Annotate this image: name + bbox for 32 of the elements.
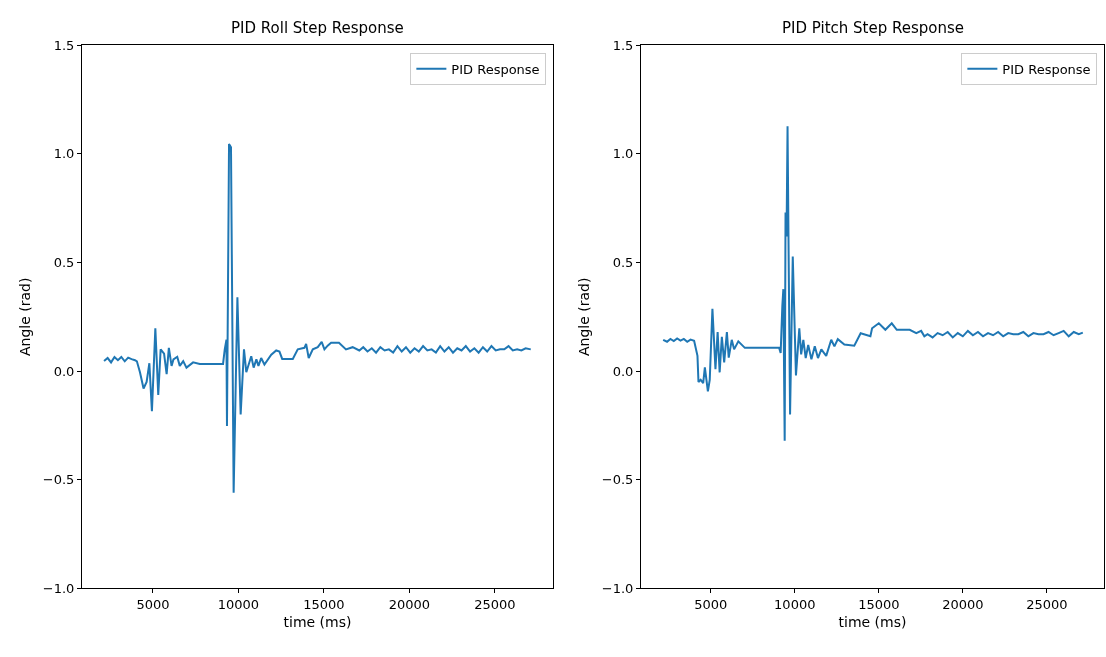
y-tick-label: 0.5 (612, 254, 634, 270)
x-tick-label: 20000 (942, 597, 984, 613)
line-series (103, 142, 532, 494)
y-tick-label: −0.5 (601, 472, 634, 488)
x-tick-label: 20000 (388, 597, 431, 613)
chart-title: PID Roll Step Response (231, 19, 404, 37)
x-tick-label: 15000 (303, 597, 345, 613)
y-tick-label: 1.5 (612, 37, 634, 53)
y-tick-label: 1.0 (53, 146, 75, 162)
x-tick-label: 25000 (1026, 597, 1068, 613)
line-series (662, 125, 1084, 442)
x-tick-label: 5000 (136, 597, 170, 613)
x-tick-label: 10000 (774, 597, 816, 613)
x-tick-label: 15000 (858, 597, 900, 613)
y-axis-title: Angle (rad) (576, 277, 593, 356)
chart-title: PID Pitch Step Response (782, 19, 965, 37)
y-tick-label: 1.5 (53, 37, 75, 53)
y-tick-label: −0.5 (42, 472, 75, 488)
x-tick-label: 25000 (474, 597, 516, 613)
y-axis-title: Angle (rad) (17, 277, 34, 356)
y-tick-label: 1.0 (612, 146, 634, 162)
y-tick-label: 0.0 (53, 363, 75, 379)
x-tick-label: 10000 (217, 597, 260, 613)
y-tick-label: 0.0 (612, 363, 634, 379)
y-tick-label: −1.0 (42, 580, 75, 596)
x-axis-title: time (ms) (283, 614, 352, 631)
x-tick-label: 5000 (694, 597, 728, 613)
x-axis-title: time (ms) (838, 614, 907, 631)
legend-label: PID Response (451, 61, 540, 77)
legend-label: PID Response (1002, 61, 1091, 77)
y-tick-label: −1.0 (601, 580, 634, 596)
y-tick-label: 0.5 (53, 254, 75, 270)
